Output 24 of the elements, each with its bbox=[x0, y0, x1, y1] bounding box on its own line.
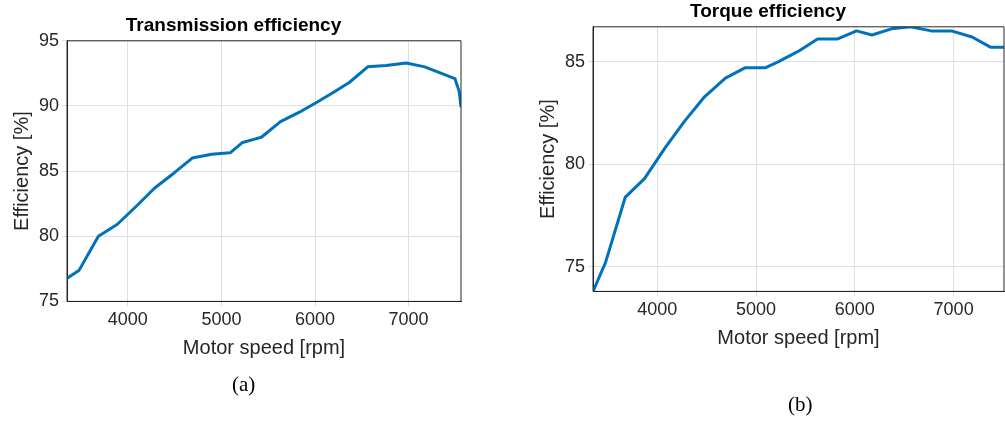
y-tick-label: 85 bbox=[564, 50, 586, 71]
y-tick-label: 95 bbox=[38, 29, 60, 50]
x-tick-label: 5000 bbox=[201, 309, 242, 330]
chart-title: Torque efficiency bbox=[690, 0, 847, 21]
y-tick-label: 85 bbox=[38, 160, 60, 181]
text: (a) bbox=[232, 372, 256, 397]
y-tick-label: 80 bbox=[38, 225, 60, 246]
text: (b) bbox=[788, 392, 813, 417]
x-axis-title: Motor speed [rpm] bbox=[182, 335, 346, 358]
y-tick-label: 75 bbox=[38, 290, 60, 311]
x-tick-label: 6000 bbox=[294, 309, 336, 330]
x-tick-label: 4000 bbox=[107, 309, 148, 330]
x-tick-label: 7000 bbox=[933, 299, 974, 320]
x-axis-title: Motor speed [rpm] bbox=[717, 325, 880, 348]
y-tick-label: 90 bbox=[38, 94, 60, 115]
y-axis-title: Efficiency [%] bbox=[9, 111, 32, 231]
x-tick-label: 6000 bbox=[834, 299, 875, 320]
x-tick-label: 5000 bbox=[736, 299, 777, 320]
y-tick-label: 80 bbox=[564, 153, 586, 174]
x-tick-label: 4000 bbox=[637, 299, 678, 320]
y-axis-title: Efficiency [%] bbox=[535, 99, 558, 219]
x-tick-label: 7000 bbox=[388, 309, 429, 330]
chart-title: Transmission efficiency bbox=[125, 13, 342, 35]
y-tick-label: 75 bbox=[564, 255, 586, 276]
